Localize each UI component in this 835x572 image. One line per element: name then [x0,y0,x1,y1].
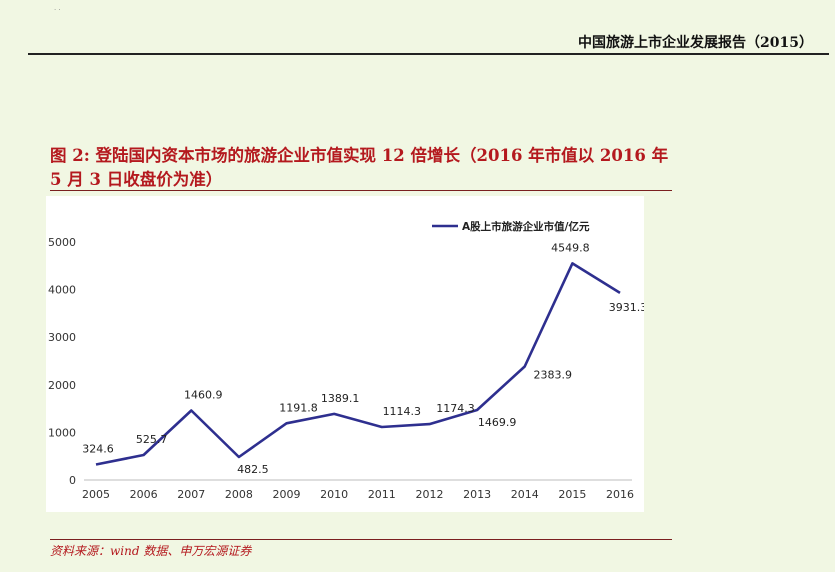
data-label: 2383.9 [533,369,572,382]
x-tick-label: 2006 [130,488,158,501]
data-label: 324.6 [82,443,114,456]
x-tick-label: 2009 [273,488,301,501]
data-label: 4549.8 [551,241,590,254]
data-label: 525.7 [136,433,168,446]
legend-label: A股上市旅游企业市值/亿元 [462,220,590,233]
series-line [95,262,621,466]
data-label: 3931.3 [609,301,644,314]
x-tick-label: 2014 [511,488,539,501]
x-tick-label: 2016 [606,488,634,501]
data-label: 482.5 [237,463,269,476]
figure-top-rule [50,190,672,191]
y-tick-label: 2000 [48,379,76,392]
x-tick-label: 2007 [177,488,205,501]
corner-mark: . . [54,4,61,12]
x-tick-label: 2012 [415,488,443,501]
data-label: 1460.9 [184,388,223,401]
report-header-title: 中国旅游上市企业发展报告（2015） [578,35,813,51]
data-label: 1114.3 [383,405,422,418]
line-chart: 0 1000 2000 3000 4000 5000 2005 2006 2007 2008 200… [48,220,647,501]
data-label: 1469.9 [478,416,517,429]
data-label: 1389.1 [321,392,360,405]
x-tick-label: 2005 [82,488,110,501]
data-label: 1191.8 [279,401,318,414]
y-tick-label: 5000 [48,236,76,249]
y-tick-label: 0 [69,474,76,487]
y-tick-label: 1000 [48,426,76,439]
x-tick-label: 2011 [368,488,396,501]
x-tick-label: 2013 [463,488,491,501]
data-label: 1174.3 [436,402,475,415]
x-tick-label: 2008 [225,488,253,501]
figure-bottom-rule [50,539,672,540]
x-tick-label: 2010 [320,488,348,501]
y-tick-label: 4000 [48,284,76,297]
x-tick-label: 2015 [558,488,586,501]
header-rule [28,53,829,55]
source-note: 资料来源：wind 数据、申万宏源证券 [50,544,252,558]
figure-title: 图 2: 登陆国内资本市场的旅游企业市值实现 12 倍增长（2016 年市值以 … [50,146,669,189]
chart-container: 0 1000 2000 3000 4000 5000 2005 2006 2007 2008 200… [46,196,647,512]
y-tick-label: 3000 [48,331,76,344]
